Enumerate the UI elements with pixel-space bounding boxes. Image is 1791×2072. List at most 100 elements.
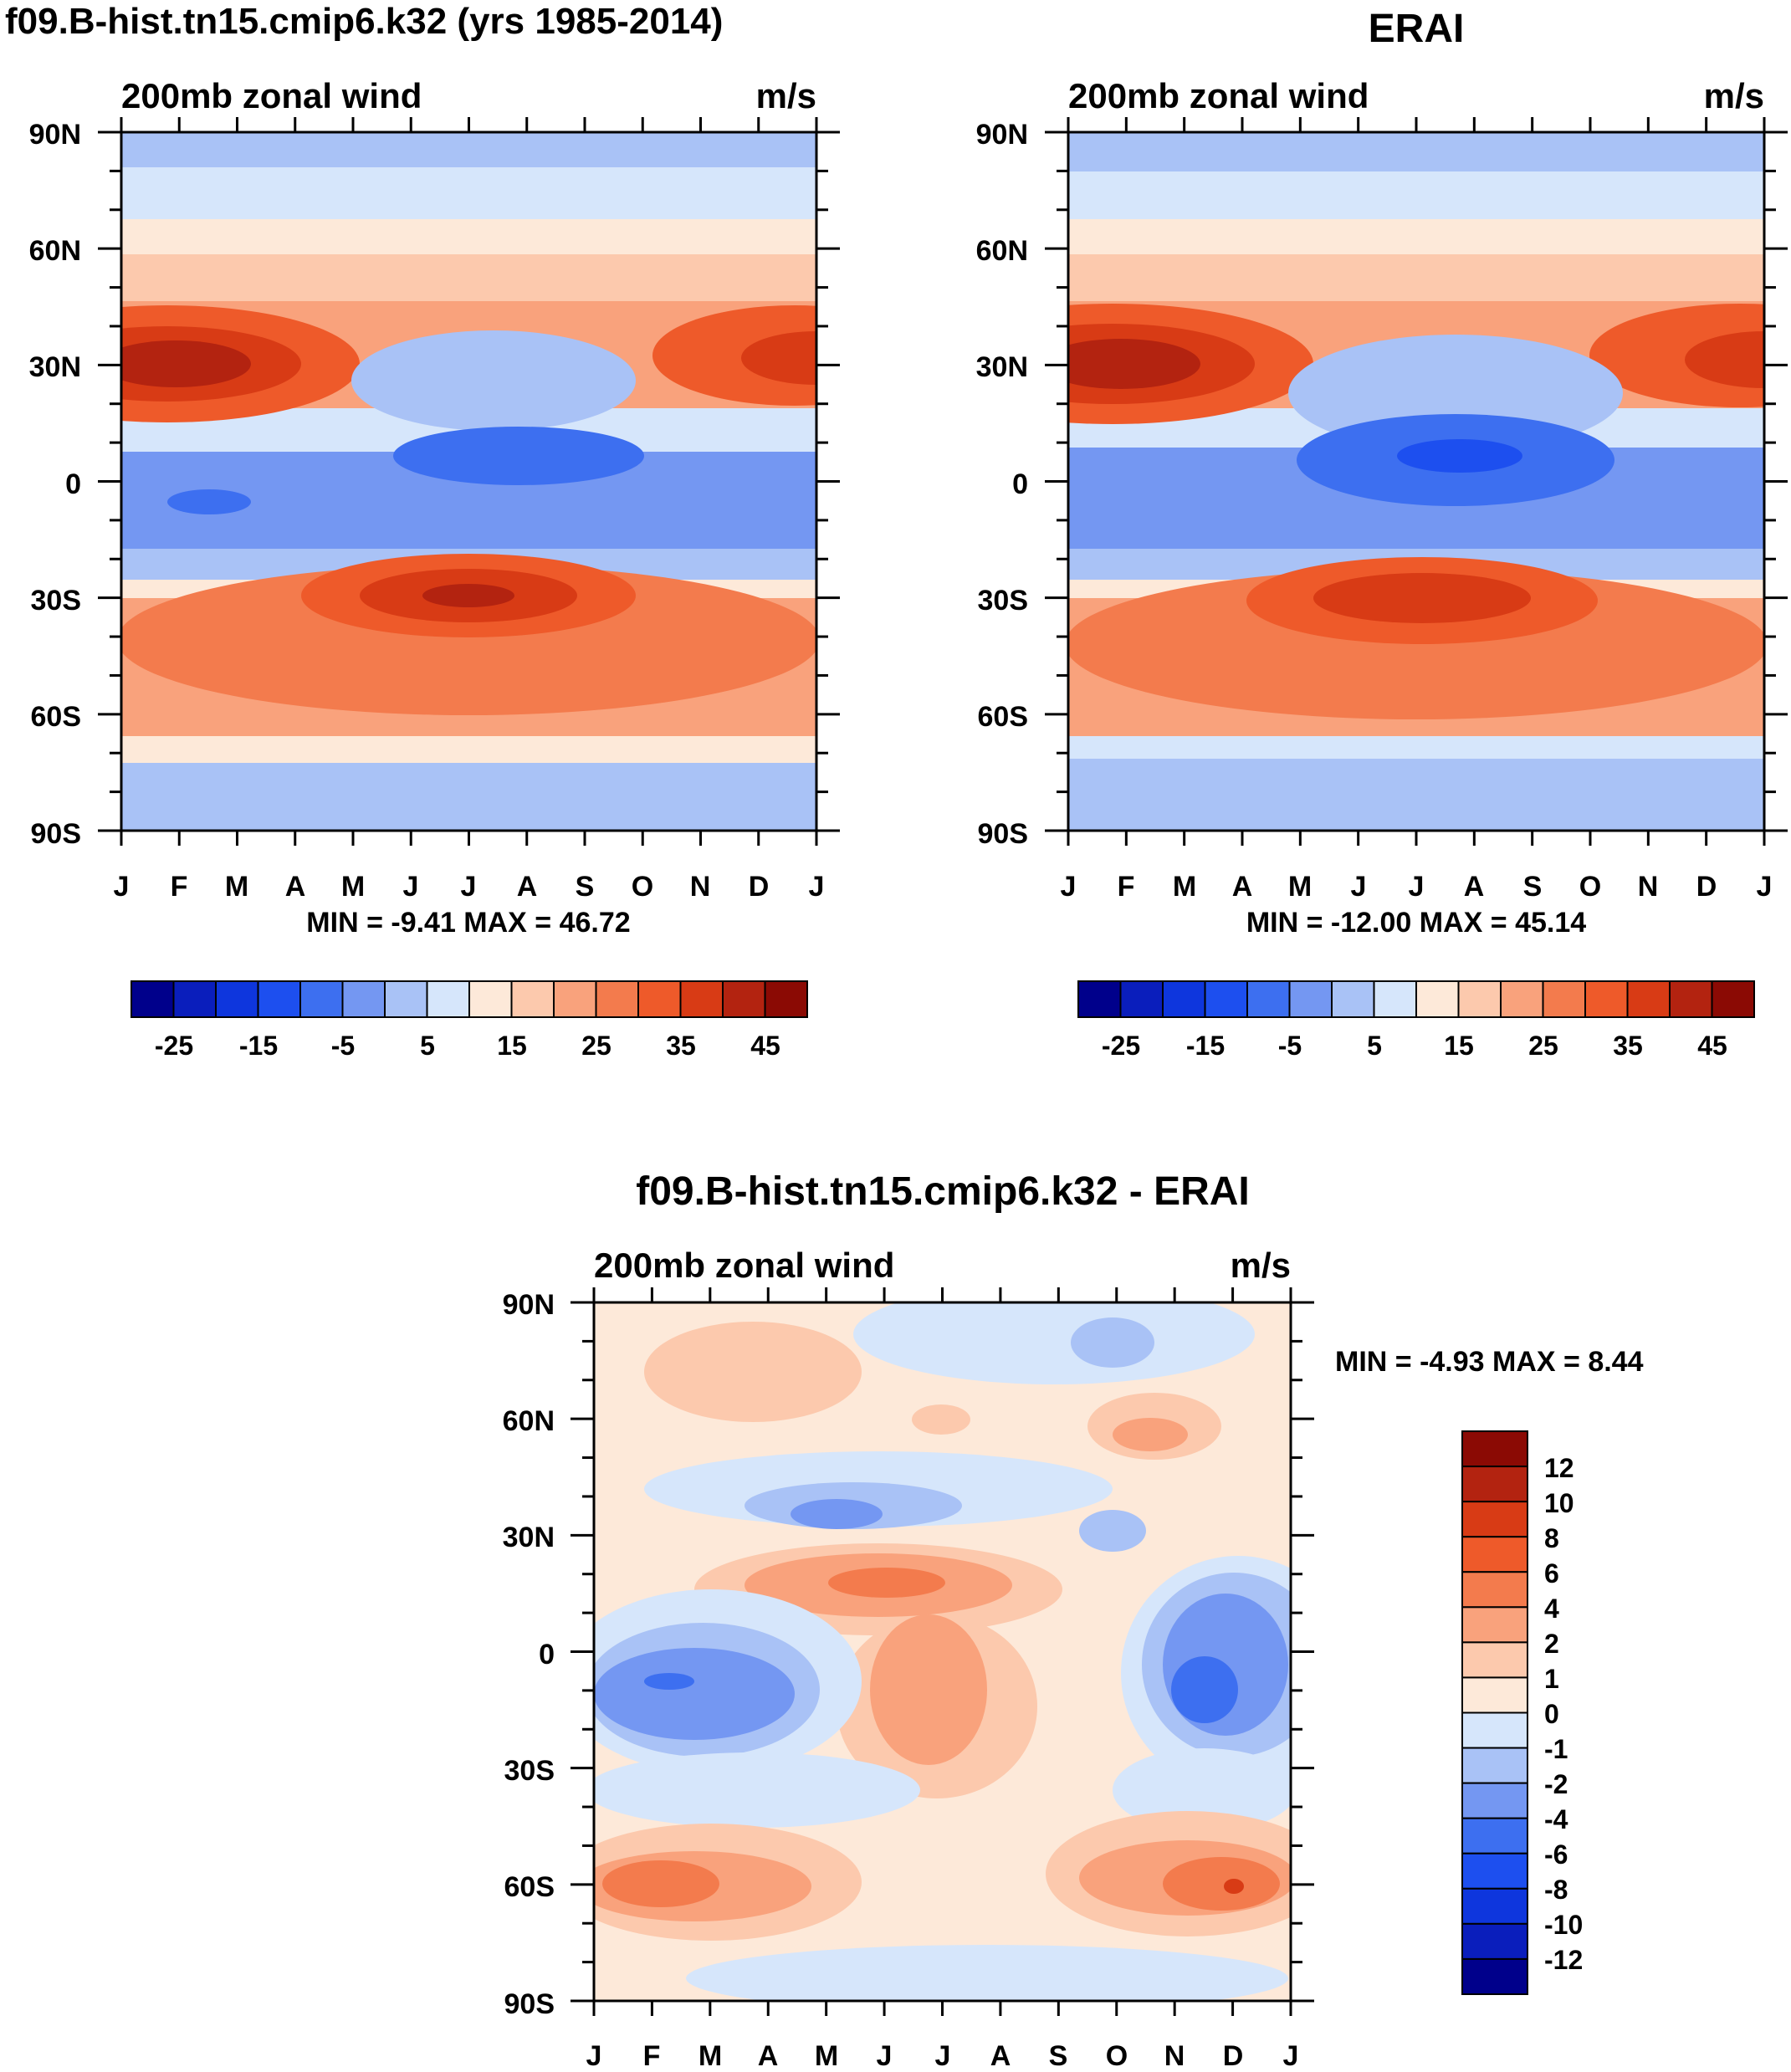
band-lat-s70-75: [121, 736, 816, 765]
colorbar-labels: -25 -15 -5 5 15 25 35 45: [1102, 1031, 1727, 1061]
colorbar-swatch: [1461, 1641, 1528, 1679]
colorbar-label: 5: [1367, 1031, 1382, 1061]
colorbar: [1077, 980, 1755, 1018]
band-lat-35-45: [1068, 254, 1764, 304]
band-lat-75-90: [121, 132, 816, 170]
x-label: J: [1061, 871, 1077, 903]
min-max-label: MIN = -9.41 MAX = 46.72: [306, 907, 630, 939]
y-label: 60S: [504, 1871, 555, 1903]
x-label: F: [1118, 871, 1135, 903]
colorbar-label: 8: [1544, 1523, 1559, 1553]
colorbar-swatch: [1461, 1676, 1528, 1714]
colorbar-swatch: [1584, 980, 1629, 1018]
colorbar-swatch: [1542, 980, 1586, 1018]
y-label: 60N: [503, 1405, 555, 1437]
x-label: F: [171, 871, 188, 903]
band-lat-35-45: [121, 254, 816, 304]
colorbar-swatch: [1461, 1852, 1528, 1890]
x-label: D: [1223, 2040, 1244, 2072]
colorbar: [130, 980, 808, 1018]
neg-north-polar: [853, 1302, 1255, 1384]
x-label: S: [576, 871, 595, 903]
colorbar: [1461, 1430, 1528, 1995]
x-label: F: [643, 2040, 661, 2072]
x-label: J: [935, 2040, 951, 2072]
subtitle-units: m/s: [1231, 1246, 1291, 1285]
neg-30s-nov: [1113, 1748, 1291, 1832]
band-lat-75-90: [1068, 132, 1764, 174]
colorbar-label: 10: [1544, 1488, 1574, 1518]
colorbar-swatch: [1461, 1922, 1528, 1960]
colorbar-swatch: [1461, 1711, 1528, 1749]
jet-nh-next-winter: [652, 305, 816, 406]
neg-north-polar-core: [1071, 1317, 1154, 1368]
pos-tropics-jun-max: [828, 1568, 945, 1598]
colorbar-swatch: [1288, 980, 1333, 1018]
colorbar-label: -5: [331, 1031, 355, 1061]
pos-60s-nov-mid: [1163, 1857, 1280, 1911]
y-label: 90S: [504, 1988, 555, 2020]
band-lat-45-55: [1068, 219, 1764, 257]
axis-ticks: [98, 117, 840, 846]
colorbar-label: -2: [1544, 1769, 1568, 1799]
y-label: 90N: [976, 119, 1028, 151]
min-max-label: MIN = -12.00 MAX = 45.14: [1246, 907, 1586, 939]
colorbar-swatch: [215, 980, 259, 1018]
x-label: J: [809, 871, 825, 903]
y-label: 90S: [978, 818, 1029, 850]
x-label: J: [586, 2040, 602, 2072]
y-label: 90N: [503, 1289, 555, 1321]
neg-30n-oct: [1079, 1510, 1146, 1552]
colorbar-swatch: [1119, 980, 1164, 1018]
x-label: M: [225, 871, 248, 903]
colorbar-label: -1: [1544, 1734, 1568, 1764]
weak-nh-summer: [351, 330, 636, 431]
x-label: D: [1696, 871, 1717, 903]
colorbar-labels: -25 -15 -5 5 15 25 35 45: [155, 1031, 780, 1061]
colorbar-label: 25: [1528, 1031, 1558, 1061]
colorbar-label: -8: [1544, 1875, 1568, 1905]
colorbar-label: -15: [1186, 1031, 1225, 1061]
x-label: J: [403, 871, 419, 903]
panel-title: ERAI: [1369, 7, 1465, 51]
x-label: N: [1638, 871, 1659, 903]
y-axis-labels: 90N 60N 30N 0 30S 60S 90S: [29, 119, 81, 850]
colorbar-label: -25: [1102, 1031, 1140, 1061]
x-label: O: [1106, 2040, 1128, 2072]
jet-nh-winter-max: [1068, 339, 1200, 389]
y-label: 60S: [31, 701, 82, 733]
band-lat-55-75: [1068, 171, 1764, 222]
y-label: 0: [65, 468, 81, 500]
colorbar-swatch: [510, 980, 555, 1018]
pos-north-mar: [644, 1322, 862, 1422]
colorbar-swatch: [426, 980, 470, 1018]
band-lat-s70-75: [1068, 736, 1764, 761]
colorbar-label: -12: [1544, 1945, 1583, 1975]
colorbar-swatch: [1077, 980, 1122, 1018]
y-label: 90S: [31, 818, 82, 850]
colorbar-swatch: [1461, 1536, 1528, 1573]
y-label: 60N: [29, 235, 81, 267]
colorbar-label: -15: [239, 1031, 278, 1061]
y-label: 90N: [29, 119, 81, 151]
panel-title: f09.B-hist.tn15.cmip6.k32 (yrs 1985-2014…: [5, 1, 723, 42]
pos-tropics-jul-core: [870, 1614, 987, 1765]
jet-nh-next-winter-core: [741, 331, 816, 385]
y-label: 0: [539, 1639, 555, 1670]
colorbar-swatch: [679, 980, 724, 1018]
pos-60s-winter-max: [602, 1860, 719, 1907]
x-label: O: [1579, 871, 1601, 903]
colorbar-label: 4: [1544, 1594, 1559, 1624]
neg-40n-band-max: [791, 1499, 883, 1529]
panel-erai: ERAI 200mb zonal wind m/s: [976, 7, 1788, 1061]
x-label: J: [114, 871, 130, 903]
jet-sh-band: [121, 565, 816, 715]
x-label: J: [1351, 871, 1367, 903]
colorbar-swatch: [130, 980, 175, 1018]
x-label: J: [877, 2040, 893, 2072]
neg-eq-feb-max: [644, 1673, 694, 1690]
x-label: A: [1232, 871, 1253, 903]
colorbar-label: -6: [1544, 1839, 1568, 1870]
colorbar-swatch: [553, 980, 597, 1018]
colorbar-swatch: [595, 980, 639, 1018]
